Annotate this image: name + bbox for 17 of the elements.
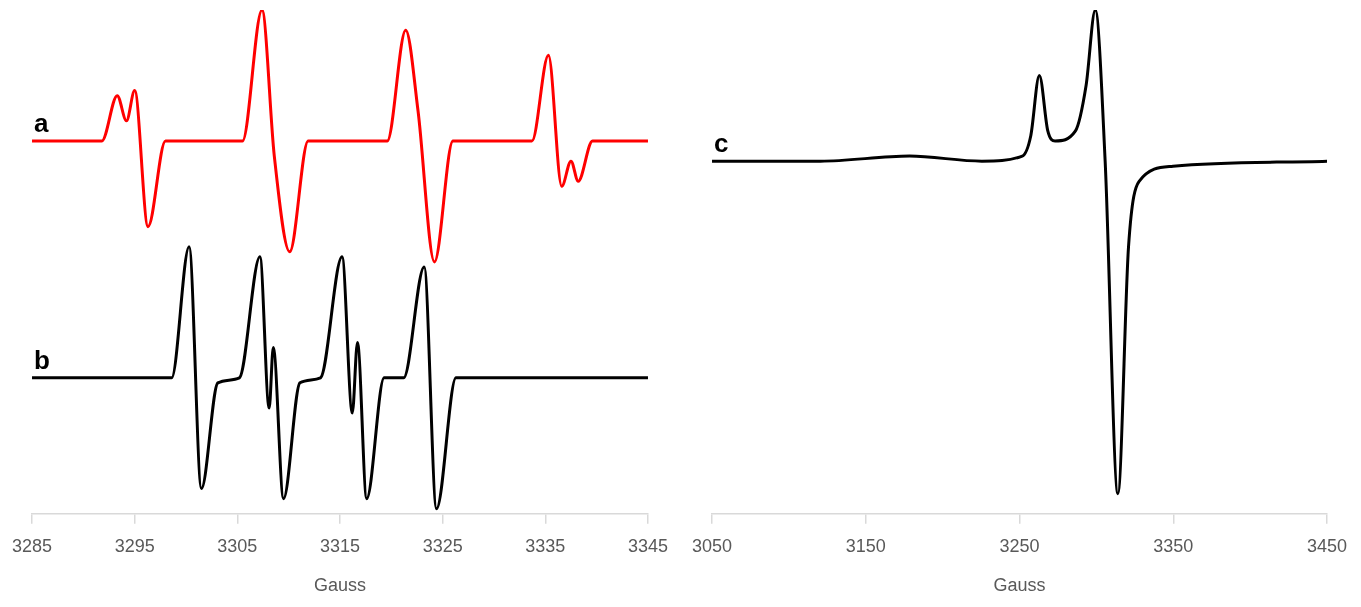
x-tick-label: 3285: [12, 535, 53, 556]
x-tick-label: 3150: [845, 535, 886, 556]
x-tick-label: 3335: [525, 535, 566, 556]
x-tick-label: 3350: [1153, 535, 1194, 556]
x-tick-label: 3305: [217, 535, 258, 556]
x-tick-label: 3250: [999, 535, 1040, 556]
x-tick-label: 3345: [627, 535, 668, 556]
x-tick-label: 3050: [692, 535, 733, 556]
x-tick-label: 3450: [1306, 535, 1348, 556]
x-tick-label: 3315: [319, 535, 361, 556]
x-tick-label: 3295: [114, 535, 155, 556]
series-label: c: [714, 128, 729, 159]
series-label: a: [34, 108, 50, 139]
x-axis-title: Gauss: [993, 575, 1046, 596]
series-label: b: [34, 344, 50, 375]
x-tick-label: 3325: [422, 535, 463, 556]
x-axis-title: Gauss: [313, 575, 367, 596]
